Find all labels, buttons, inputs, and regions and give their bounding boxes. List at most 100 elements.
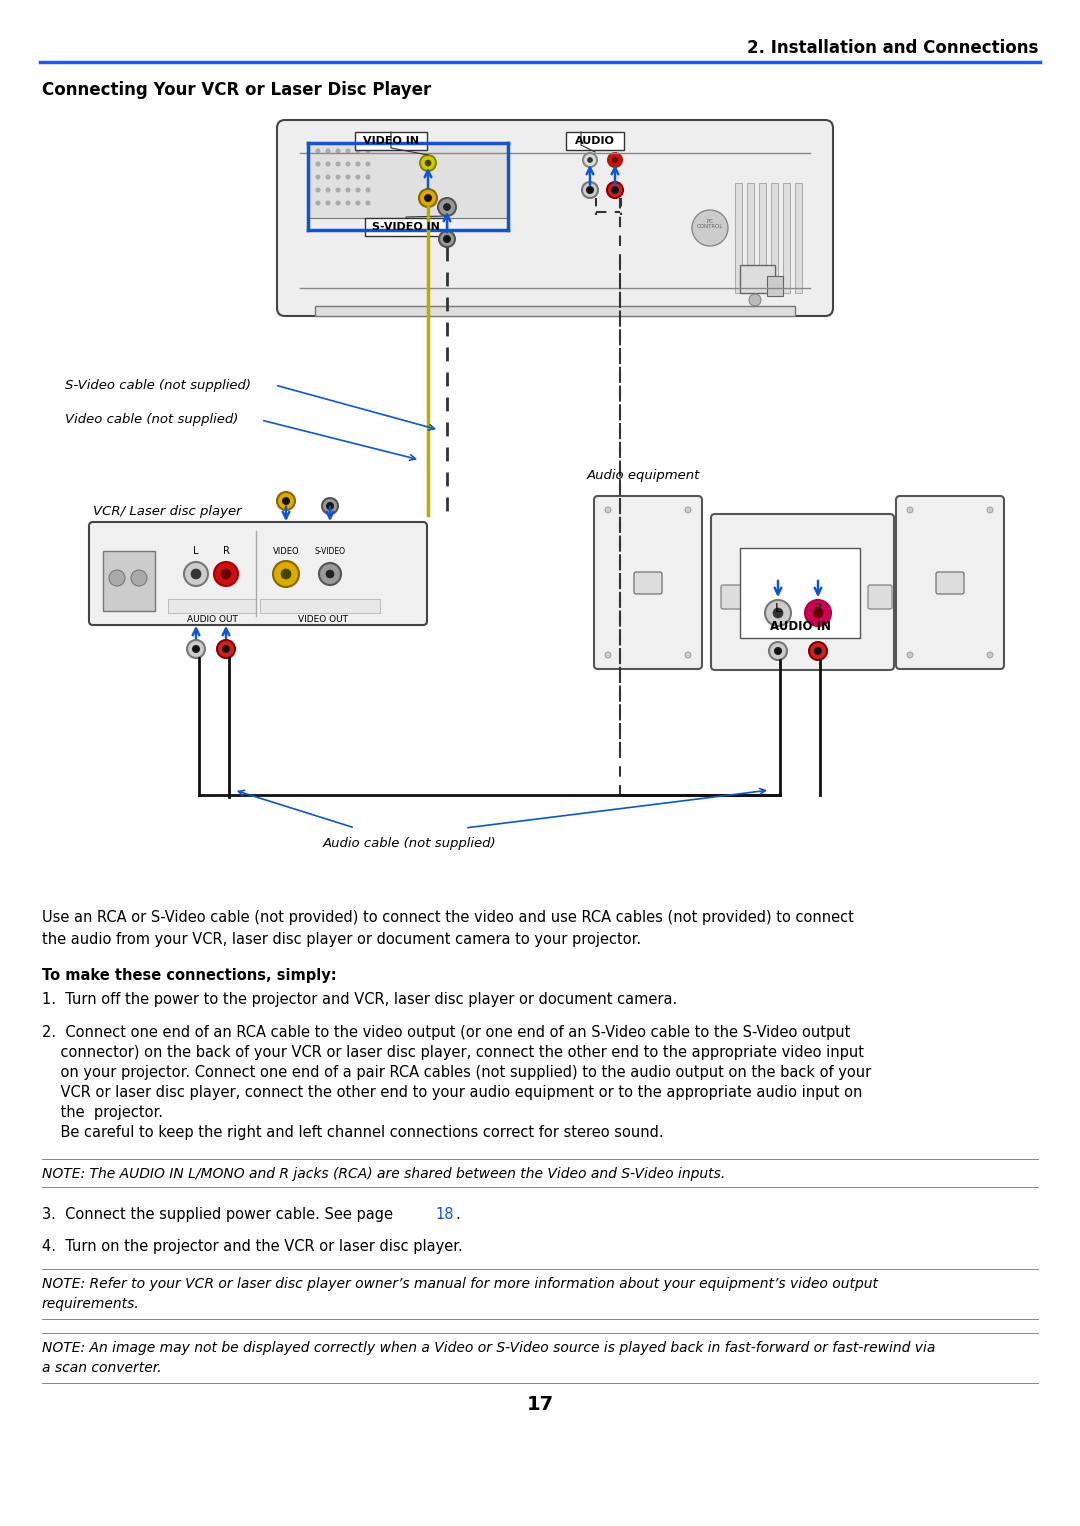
Circle shape: [214, 562, 238, 586]
Circle shape: [281, 569, 291, 578]
Text: 17: 17: [526, 1395, 554, 1415]
Bar: [740, 266, 775, 293]
FancyBboxPatch shape: [896, 496, 1004, 668]
Circle shape: [365, 162, 370, 166]
Circle shape: [608, 153, 622, 166]
Circle shape: [315, 162, 321, 166]
Circle shape: [987, 652, 993, 658]
Circle shape: [325, 162, 330, 166]
Bar: [315, 307, 795, 316]
Circle shape: [217, 639, 235, 658]
Circle shape: [221, 569, 231, 578]
Bar: [783, 183, 789, 293]
Circle shape: [187, 639, 205, 658]
Circle shape: [987, 507, 993, 513]
Circle shape: [426, 160, 431, 166]
Circle shape: [444, 203, 450, 211]
Text: Connecting Your VCR or Laser Disc Player: Connecting Your VCR or Laser Disc Player: [42, 81, 431, 99]
Text: .: .: [455, 1207, 460, 1222]
Circle shape: [336, 148, 340, 154]
Circle shape: [315, 174, 321, 180]
Bar: [308, 143, 508, 218]
Circle shape: [346, 200, 351, 206]
Circle shape: [605, 652, 611, 658]
Bar: [103, 551, 156, 610]
Circle shape: [365, 200, 370, 206]
Circle shape: [322, 497, 338, 514]
Text: VCR/ Laser disc player: VCR/ Laser disc player: [93, 505, 242, 519]
Circle shape: [346, 162, 351, 166]
Text: connector) on the back of your VCR or laser disc player, connect the other end t: connector) on the back of your VCR or la…: [42, 1045, 864, 1061]
Circle shape: [605, 507, 611, 513]
Circle shape: [438, 230, 455, 247]
Circle shape: [326, 502, 334, 510]
Circle shape: [336, 188, 340, 192]
Text: S-VIDEO: S-VIDEO: [314, 546, 346, 555]
Circle shape: [692, 211, 728, 246]
Bar: [747, 183, 754, 293]
Circle shape: [355, 162, 361, 166]
Bar: [767, 276, 783, 296]
Circle shape: [809, 642, 827, 661]
Circle shape: [355, 188, 361, 192]
Text: 18: 18: [435, 1207, 454, 1222]
Bar: [740, 548, 860, 638]
Text: AUDIO IN: AUDIO IN: [769, 620, 831, 632]
Text: NOTE: The AUDIO IN L/MONO and R jacks (RCA) are shared between the Video and S-V: NOTE: The AUDIO IN L/MONO and R jacks (R…: [42, 1167, 726, 1181]
Bar: [735, 183, 742, 293]
Circle shape: [131, 571, 147, 586]
FancyBboxPatch shape: [276, 121, 833, 316]
Circle shape: [365, 188, 370, 192]
Circle shape: [325, 174, 330, 180]
Circle shape: [191, 569, 201, 578]
Bar: [365, 218, 447, 237]
Circle shape: [814, 647, 822, 655]
Text: To make these connections, simply:: To make these connections, simply:: [42, 967, 337, 983]
Circle shape: [319, 563, 341, 584]
Text: Video cable (not supplied): Video cable (not supplied): [65, 414, 239, 426]
Circle shape: [315, 148, 321, 154]
Circle shape: [750, 295, 761, 307]
Circle shape: [438, 198, 456, 217]
Circle shape: [326, 571, 334, 578]
Text: Audio cable (not supplied): Audio cable (not supplied): [323, 836, 497, 850]
Circle shape: [420, 156, 436, 171]
Text: NOTE: Refer to your VCR or laser disc player owner’s manual for more information: NOTE: Refer to your VCR or laser disc pl…: [42, 1277, 878, 1311]
Bar: [168, 600, 256, 613]
Circle shape: [109, 571, 125, 586]
Text: Audio equipment: Audio equipment: [588, 470, 700, 482]
Circle shape: [586, 186, 594, 194]
Bar: [355, 133, 427, 150]
Circle shape: [346, 148, 351, 154]
Circle shape: [283, 497, 289, 505]
Circle shape: [273, 562, 299, 588]
Circle shape: [325, 188, 330, 192]
Text: Be careful to keep the right and left channel connections correct for stereo sou: Be careful to keep the right and left ch…: [42, 1125, 663, 1140]
Bar: [566, 133, 624, 150]
Text: L: L: [774, 601, 782, 615]
Circle shape: [685, 652, 691, 658]
Circle shape: [315, 200, 321, 206]
Text: 2.  Connect one end of an RCA cable to the video output (or one end of an S-Vide: 2. Connect one end of an RCA cable to th…: [42, 1025, 850, 1041]
Circle shape: [192, 645, 200, 653]
Bar: [771, 183, 778, 293]
Text: VIDEO: VIDEO: [272, 546, 299, 555]
Circle shape: [611, 186, 619, 194]
Circle shape: [336, 200, 340, 206]
Circle shape: [355, 174, 361, 180]
Circle shape: [315, 188, 321, 192]
FancyBboxPatch shape: [936, 572, 964, 594]
Text: 1.  Turn off the power to the projector and VCR, laser disc player or document c: 1. Turn off the power to the projector a…: [42, 992, 677, 1007]
Circle shape: [336, 174, 340, 180]
Circle shape: [582, 182, 598, 198]
Circle shape: [424, 194, 432, 201]
Circle shape: [765, 600, 791, 626]
Bar: [260, 600, 380, 613]
Text: S-Video cable (not supplied): S-Video cable (not supplied): [65, 378, 251, 392]
Circle shape: [365, 148, 370, 154]
Text: AUDIO: AUDIO: [575, 136, 615, 146]
Text: VIDEO OUT: VIDEO OUT: [298, 615, 348, 624]
Circle shape: [346, 188, 351, 192]
Circle shape: [607, 182, 623, 198]
Circle shape: [805, 600, 831, 626]
